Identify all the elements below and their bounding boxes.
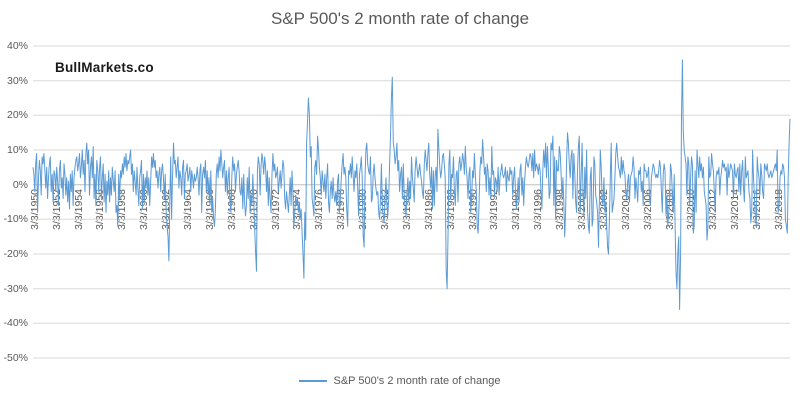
legend-line-icon [299,380,328,382]
series-line [32,59,791,310]
y-axis-tick-label: 40% [6,40,28,52]
y-axis-tick-label: 30% [6,75,28,87]
y-axis-tick-label: 0% [12,179,28,191]
y-axis-tick-label: 10% [6,144,28,156]
y-axis-tick-label: -20% [3,248,28,260]
y-axis-tick-label: -30% [3,283,28,295]
legend: S&P 500's 2 month rate of change [0,375,800,387]
chart-title: S&P 500's 2 month rate of change [270,9,530,28]
y-axis-tick-label: 20% [6,109,28,121]
legend-label: S&P 500's 2 month rate of change [333,375,501,387]
y-axis-tick-label: -50% [3,352,28,364]
y-axis-tick-label: -40% [3,317,28,329]
y-axis-tick-label: -10% [3,213,28,225]
watermark: BullMarkets.co [55,60,154,75]
